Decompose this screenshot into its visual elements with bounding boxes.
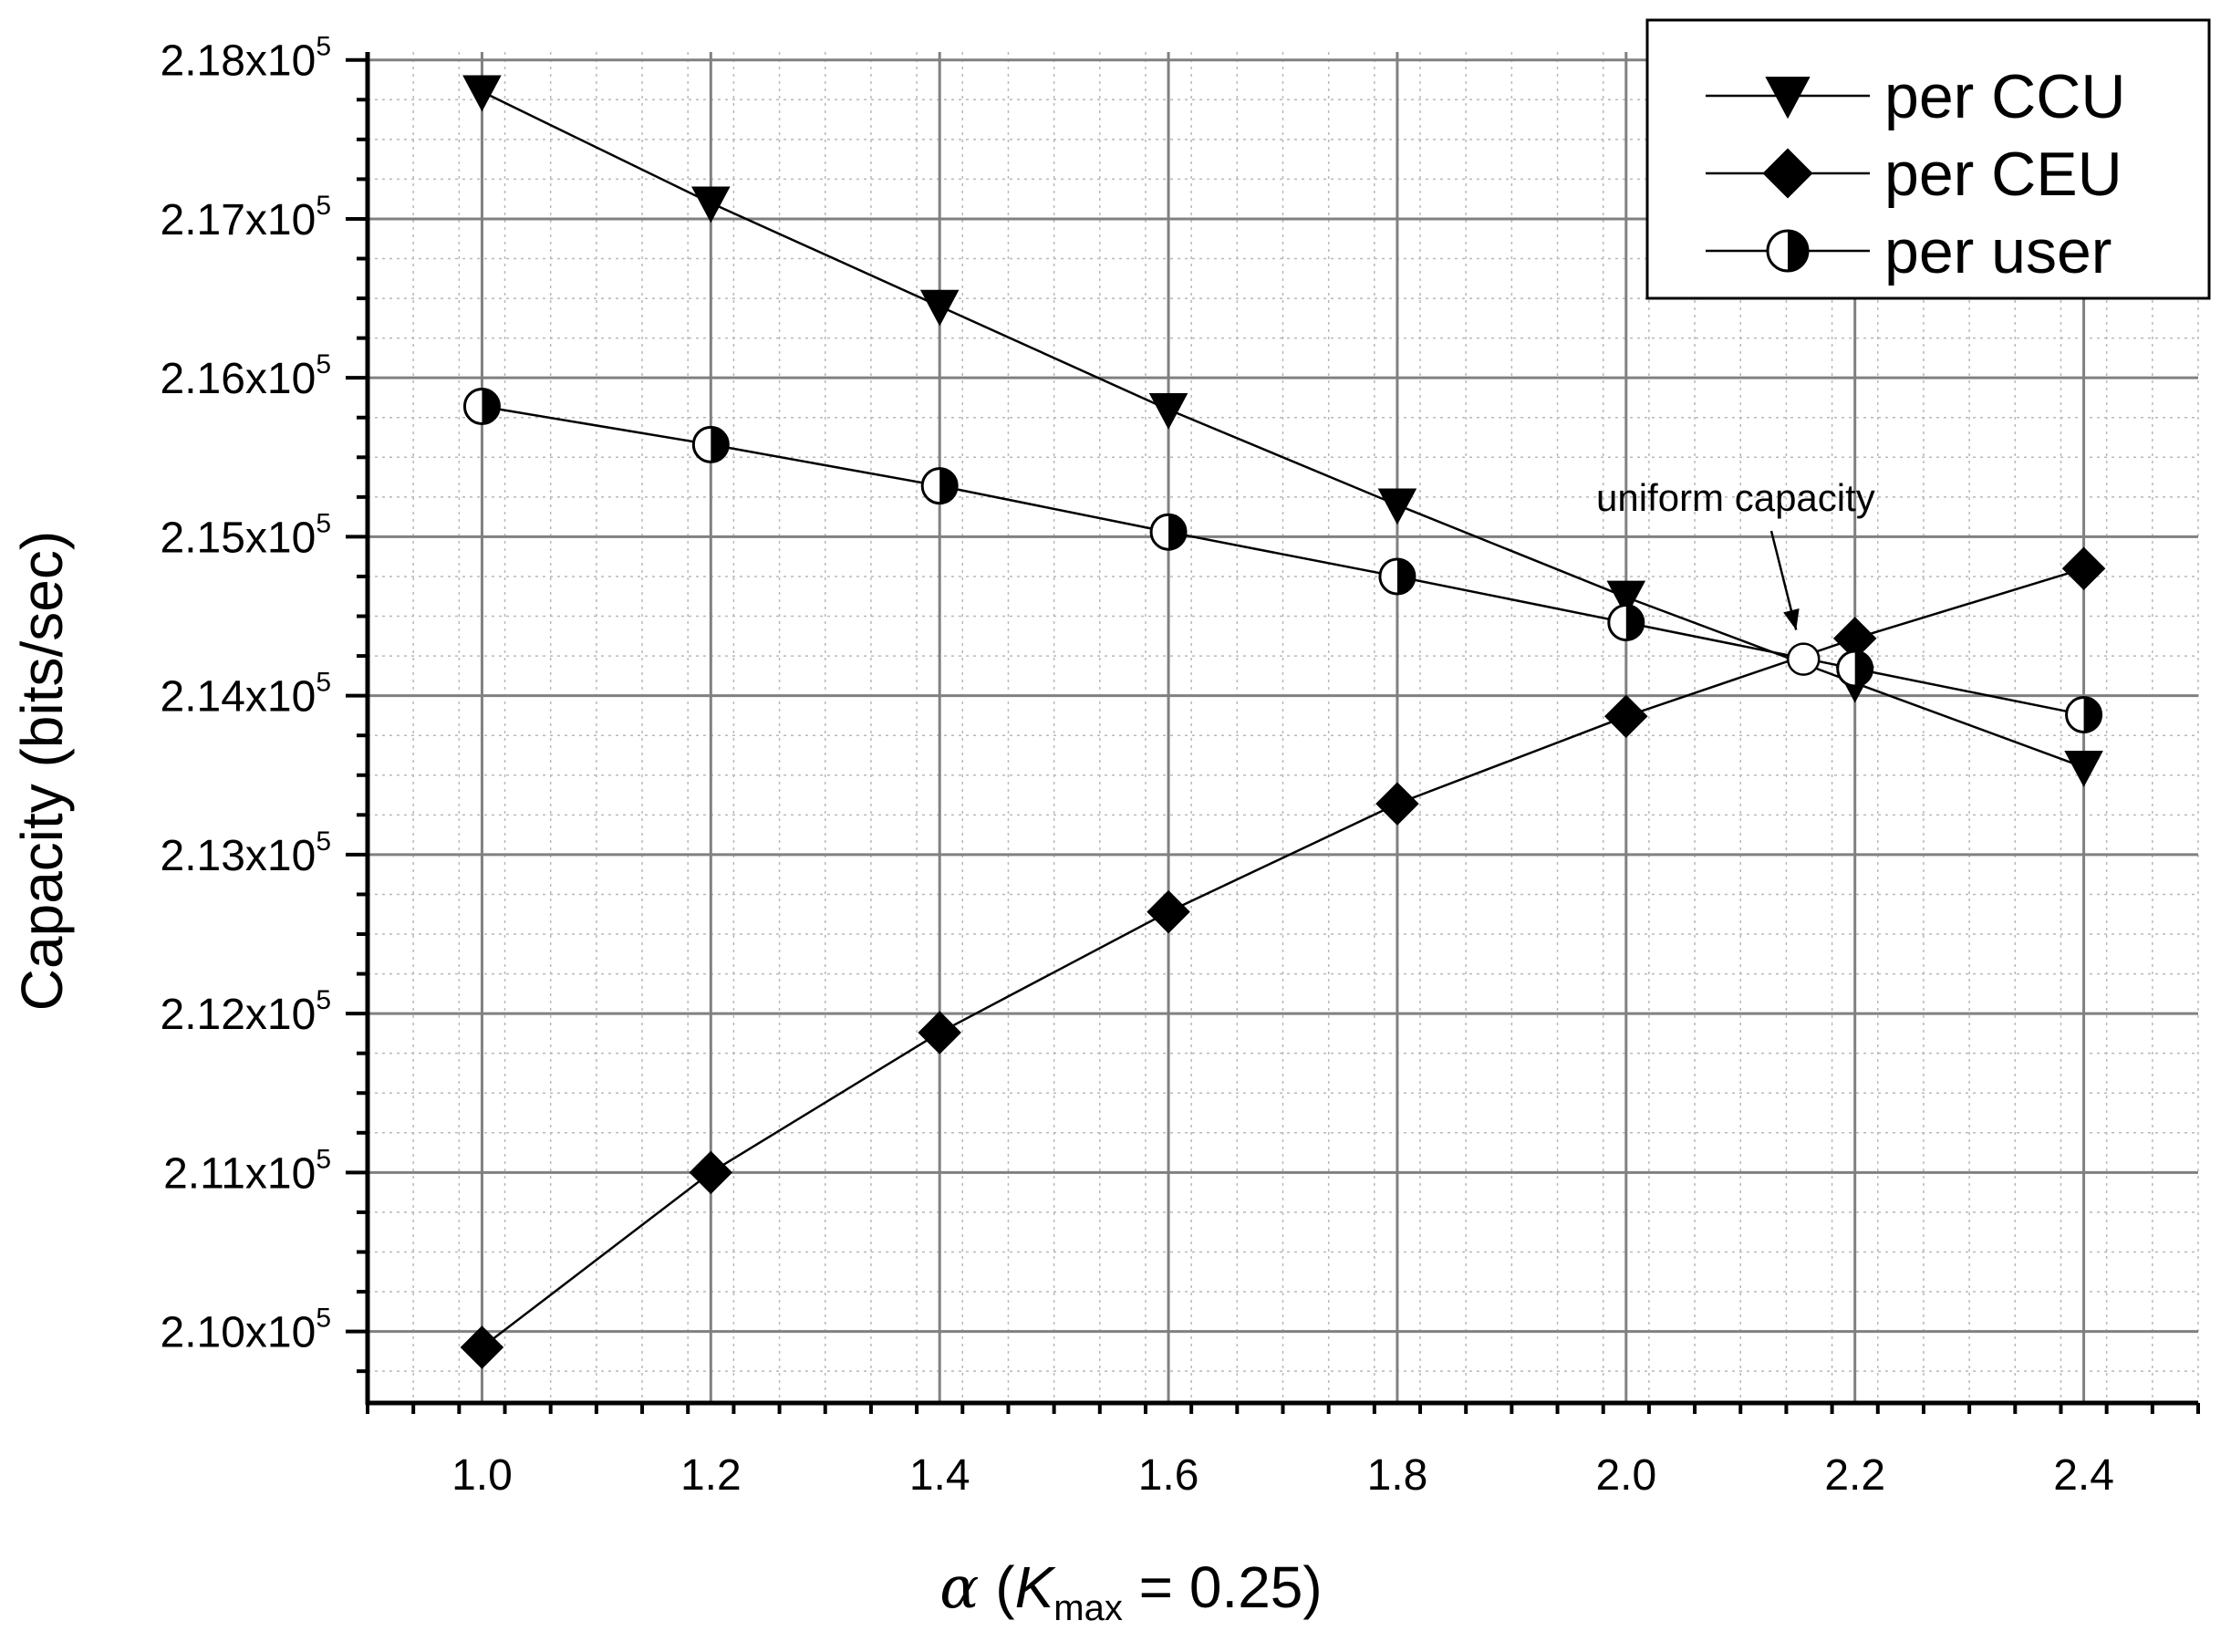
data-point-per-ceu: [918, 1011, 961, 1055]
x-axis-title-symbol: α: [939, 1554, 979, 1622]
x-tick-label: 2.2: [1824, 1451, 1885, 1500]
x-axis-title-open: (: [980, 1554, 1015, 1620]
marker-diamond: [1762, 148, 1813, 199]
y-tick-label-mantissa: 2.16x10: [161, 355, 316, 403]
x-axis-title-sub: max: [1053, 1588, 1123, 1628]
legend-item-per-ccu: per CCU: [1706, 62, 2126, 131]
x-tick-label: 2.4: [2053, 1451, 2114, 1500]
data-point-per-ccu: [1148, 392, 1188, 430]
x-axis-title-rest: = 0.25): [1123, 1554, 1323, 1620]
data-point-per-user: [1607, 604, 1645, 642]
x-tick-label: 1.2: [680, 1451, 742, 1500]
legend-label-per-ceu: per CEU: [1884, 140, 2122, 209]
x-tick-label: 1.4: [909, 1451, 970, 1500]
y-tick-label: 2.13x105: [161, 826, 332, 880]
y-tick-label-mantissa: 2.15x10: [161, 514, 316, 562]
data-point-per-user: [462, 388, 501, 426]
marker-half-circle-fill: [1168, 514, 1187, 550]
x-axis-title-k: K: [1015, 1554, 1057, 1620]
y-tick-label: 2.15x105: [161, 508, 332, 562]
x-tick-label: 1.0: [451, 1451, 513, 1500]
y-tick-label: 2.16x105: [161, 349, 332, 403]
data-point-per-user: [2065, 696, 2103, 734]
marker-triangle-down: [1765, 77, 1811, 119]
y-tick-label: 2.14x105: [161, 668, 332, 722]
y-tick-label-mantissa: 2.13x10: [161, 832, 316, 880]
y-axis-title: Capacity (bits/sec): [9, 531, 75, 1011]
data-point-per-ceu: [460, 1325, 504, 1369]
legend-label-per-user: per user: [1884, 217, 2112, 286]
data-point-per-ccu: [691, 186, 731, 223]
data-point-per-user: [1149, 513, 1188, 551]
y-tick-label: 2.12x105: [161, 985, 332, 1039]
y-tick-label-mantissa: 2.11x10: [163, 1149, 316, 1198]
marker-half-circle-fill: [939, 468, 958, 504]
marker-half-circle-fill: [1396, 558, 1415, 594]
y-tick-label-exponent: 5: [316, 985, 331, 1015]
legend-item-per-user: per user: [1706, 217, 2112, 286]
annotation-arrowhead: [1783, 608, 1800, 630]
annotation-label: uniform capacity: [1596, 476, 1875, 519]
data-point-per-ceu: [689, 1150, 733, 1195]
marker-half-circle-fill: [711, 427, 729, 462]
data-point-per-ceu: [2061, 546, 2106, 591]
data-point-per-ccu: [919, 289, 960, 327]
y-tick-label-exponent: 5: [316, 1144, 331, 1174]
y-tick-label-exponent: 5: [316, 32, 331, 62]
y-tick-label-exponent: 5: [316, 1304, 331, 1334]
marker-half-circle-fill: [1788, 231, 1808, 271]
y-tick-label-exponent: 5: [316, 508, 331, 538]
y-tick-label-exponent: 5: [316, 191, 331, 221]
y-tick-label: 2.11x105: [163, 1144, 331, 1198]
x-axis-title: α (Kmax = 0.25): [939, 1554, 1322, 1628]
marker-half-circle-fill: [2083, 697, 2101, 732]
axes-frame: [365, 52, 2198, 1406]
data-point-per-ccu: [1606, 580, 1646, 618]
data-point-per-user: [1378, 557, 1416, 596]
y-tick-label-exponent: 5: [316, 668, 331, 698]
y-tick-label: 2.18x105: [161, 32, 332, 86]
legend-item-per-ceu: per CEU: [1706, 140, 2122, 209]
data-point-per-user: [691, 425, 730, 463]
data-point-per-ceu: [1832, 617, 1877, 660]
data-point-per-ceu: [1147, 889, 1190, 934]
data-point-per-ceu: [1604, 694, 1648, 739]
series-per-user: [462, 388, 2103, 734]
y-tick-label: 2.17x105: [161, 191, 332, 244]
annotation-group: uniform capacity: [1596, 476, 1875, 676]
y-tick-label-exponent: 5: [316, 349, 331, 379]
marker-half-circle-fill: [1854, 651, 1873, 687]
y-tick-label-exponent: 5: [316, 826, 331, 857]
y-tick-label-mantissa: 2.17x10: [161, 196, 316, 244]
data-point-per-ccu: [1377, 488, 1417, 525]
x-tick-label: 2.0: [1595, 1451, 1656, 1500]
y-tick-label: 2.10x105: [161, 1304, 332, 1357]
data-point-per-ccu: [2064, 751, 2103, 787]
legend: per CCU per CEU per user: [1645, 18, 2211, 300]
series-group: [460, 75, 2106, 1369]
data-point-per-ccu: [462, 75, 502, 112]
y-tick-label-mantissa: 2.10x10: [161, 1309, 316, 1357]
data-point-per-user: [920, 467, 959, 505]
marker-half-circle-fill: [1625, 605, 1644, 640]
data-point-per-user: [1836, 649, 1874, 688]
marker-half-circle-fill: [482, 389, 500, 424]
y-tick-label-mantissa: 2.12x10: [161, 991, 316, 1039]
marker-open-circle: [1786, 642, 1821, 676]
x-tick-label: 1.6: [1138, 1451, 1199, 1500]
x-tick-label: 1.8: [1367, 1451, 1428, 1500]
legend-label-per-ccu: per CCU: [1884, 62, 2126, 131]
y-tick-label-mantissa: 2.14x10: [161, 673, 316, 722]
data-point-per-ceu: [1375, 782, 1419, 826]
marker-half-circle: [1766, 229, 1810, 273]
y-tick-label-mantissa: 2.18x10: [161, 37, 316, 86]
x-tick-labels: 1.0 1.2 1.4 1.6 1.8 2.0 2.2 2.4: [451, 1451, 2114, 1500]
y-tick-labels: 2.10x1052.11x1052.12x1052.13x1052.14x105…: [161, 32, 332, 1357]
